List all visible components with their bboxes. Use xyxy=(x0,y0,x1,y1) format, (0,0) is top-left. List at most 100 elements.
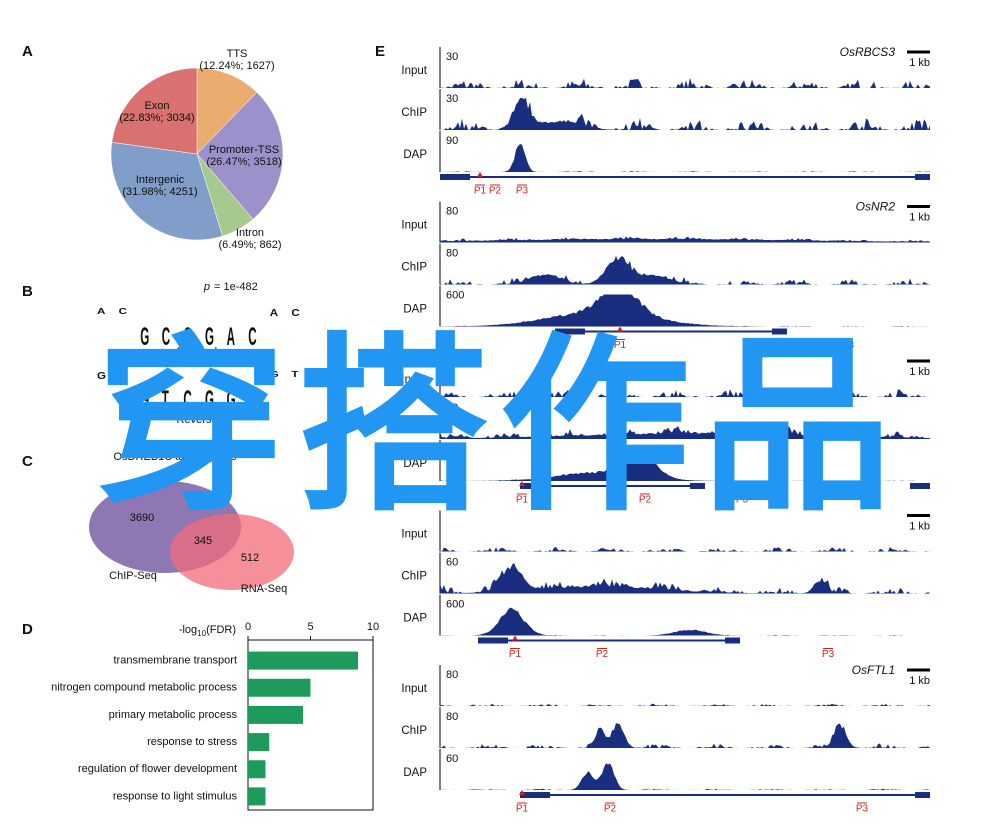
slice-value: (31.98%; 4251) xyxy=(122,186,197,198)
peak-label: P1 xyxy=(516,495,529,506)
peak-label: P3 xyxy=(736,495,749,506)
track-label: DAP xyxy=(403,458,427,470)
exon xyxy=(440,174,470,180)
venn-count: 512 xyxy=(241,552,259,564)
track-label: Input xyxy=(401,65,427,77)
gene-name: OsFTL1 xyxy=(852,663,895,677)
logo-letter: G xyxy=(205,325,214,352)
peak-marker xyxy=(519,790,525,795)
p-value: = 1e-482 xyxy=(214,281,258,293)
coverage-track xyxy=(440,703,930,706)
exon xyxy=(772,328,787,335)
track-max: 60 xyxy=(446,753,458,765)
track-label: ChIP xyxy=(401,262,427,274)
panel-label: D xyxy=(22,621,33,638)
panel-label: B xyxy=(22,283,33,300)
track-max: 80 xyxy=(446,247,458,259)
slice-label: Promoter-TSS xyxy=(209,144,279,156)
gene-name: OsNR2 xyxy=(856,200,896,214)
slice-value: (6.49%; 862) xyxy=(219,239,282,251)
exon xyxy=(725,637,740,644)
bar xyxy=(248,705,303,724)
track-max: 30 xyxy=(446,402,458,414)
panel-label: E xyxy=(375,43,385,60)
track-label: Input xyxy=(401,683,427,695)
peak-label: P2 xyxy=(489,186,502,197)
pie-slice xyxy=(110,142,223,241)
p-symbol: p xyxy=(203,281,210,293)
scale-label: 1 kb xyxy=(909,675,930,687)
exon xyxy=(915,792,930,798)
peak-marker xyxy=(477,172,483,177)
logo-letter: G xyxy=(97,371,106,382)
pie-slice xyxy=(196,91,284,220)
peak-label: P1 xyxy=(474,186,487,197)
track-label: ChIP xyxy=(401,107,427,119)
watermark: 穿搭作品 xyxy=(96,316,904,537)
x-tick-label: 5 xyxy=(307,621,313,633)
track-max: 30 xyxy=(446,51,458,63)
track-label: DAP xyxy=(403,613,427,625)
logo-letter: C xyxy=(183,325,191,352)
peak-marker xyxy=(617,326,623,332)
exon xyxy=(915,174,930,180)
logo-label: Forward xyxy=(177,346,217,358)
peak-label: P3 xyxy=(842,340,855,351)
logo-letter: T xyxy=(291,370,299,379)
logo-letter: A xyxy=(97,307,106,316)
peak-label: P3 xyxy=(516,186,529,197)
exon xyxy=(915,483,930,489)
panel-label: C xyxy=(22,453,33,470)
peak-label: P2 xyxy=(639,495,652,506)
logo-letter: T xyxy=(162,388,169,415)
bar xyxy=(248,787,266,806)
coverage-track xyxy=(440,723,930,748)
slice-label: TTS xyxy=(227,48,248,60)
coverage-track xyxy=(440,294,930,327)
coverage-track xyxy=(440,389,930,397)
exon xyxy=(690,483,705,489)
scale-label: 1 kb xyxy=(909,211,930,223)
coverage-track xyxy=(440,98,930,130)
scale-label: 1 kb xyxy=(909,57,930,69)
logo-letter: G xyxy=(227,388,236,415)
peak-label: P3 xyxy=(856,804,869,815)
track-label: DAP xyxy=(403,767,427,779)
coverage-track xyxy=(440,763,930,790)
peak-label: P2 xyxy=(794,340,807,351)
bar xyxy=(248,760,266,779)
exon xyxy=(555,328,585,335)
coverage-track xyxy=(440,562,930,594)
track-label: ChIP xyxy=(401,571,427,583)
axis-label-part: (FDR) xyxy=(206,624,236,636)
track-max: 600 xyxy=(446,289,464,301)
exon xyxy=(478,637,508,644)
coverage-track xyxy=(440,236,930,243)
category-label: nitrogen compound metabolic process xyxy=(51,682,237,694)
track-label: Input xyxy=(401,529,427,541)
logo-letter: C xyxy=(248,388,256,415)
panel-label: A xyxy=(22,43,33,60)
peak-label: P1 xyxy=(516,804,529,815)
logo-letter: G xyxy=(140,388,149,415)
track-label: DAP xyxy=(403,149,427,161)
gene-name: OsRBCS3 xyxy=(840,45,896,59)
slice-value: (26.47%; 3518) xyxy=(206,156,281,168)
track-max: 600 xyxy=(446,598,464,610)
bar xyxy=(248,733,270,752)
pie-slice xyxy=(196,67,258,155)
logo-letter: C xyxy=(183,388,191,415)
category-label: response to light stimulus xyxy=(113,790,238,802)
track-max: 80 xyxy=(446,205,458,217)
track-label: Input xyxy=(401,374,427,386)
venn-count: 345 xyxy=(194,535,212,547)
slice-value: (12.24%; 1627) xyxy=(199,60,274,72)
slice-label: Intron xyxy=(236,227,264,239)
category-label: primary metabolic process xyxy=(109,709,238,721)
logo-letter: T xyxy=(119,371,127,382)
peak-label: P2 xyxy=(596,649,609,660)
logo-label: Reverse xyxy=(177,414,218,426)
track-max: 80 xyxy=(446,711,458,723)
venn-count: 3690 xyxy=(130,512,154,524)
track-label: ChIP xyxy=(401,725,427,737)
